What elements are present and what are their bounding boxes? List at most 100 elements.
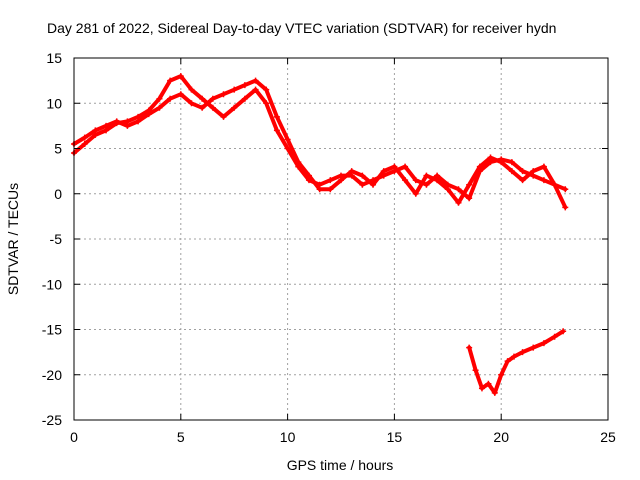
x-tick-label: 5 bbox=[177, 429, 185, 445]
grid bbox=[74, 58, 608, 420]
data-point bbox=[188, 86, 195, 93]
data-point bbox=[92, 127, 99, 134]
y-axis-label: SDTVAR / TECUs bbox=[5, 183, 21, 295]
data-point bbox=[220, 113, 227, 120]
data-point bbox=[504, 358, 511, 365]
data-point bbox=[466, 344, 473, 351]
x-tick-label: 10 bbox=[280, 429, 296, 445]
y-tick-label: -25 bbox=[42, 412, 62, 428]
data-point bbox=[444, 186, 451, 193]
data-point bbox=[412, 190, 419, 197]
data-point bbox=[391, 163, 398, 170]
data-point bbox=[466, 195, 473, 202]
data-point bbox=[273, 127, 280, 134]
data-point bbox=[284, 136, 291, 143]
data-point bbox=[177, 73, 184, 80]
data-point bbox=[551, 333, 558, 340]
data-point bbox=[540, 163, 547, 170]
data-point bbox=[252, 86, 259, 93]
y-tick-label: -5 bbox=[50, 231, 63, 247]
x-tick-labels: 0 5 10 15 20 25 bbox=[70, 429, 616, 445]
y-tick-labels: -25 -20 -15 -10 -5 0 5 10 15 bbox=[42, 50, 62, 428]
data-point bbox=[209, 104, 216, 111]
x-axis-label: GPS time / hours bbox=[287, 457, 394, 473]
data-point bbox=[135, 118, 142, 125]
data-point bbox=[188, 100, 195, 107]
data-point bbox=[478, 385, 485, 392]
data-point bbox=[295, 159, 302, 166]
data-point bbox=[423, 172, 430, 179]
data-point bbox=[252, 77, 259, 84]
y-tick-label: 5 bbox=[54, 141, 62, 157]
data-point bbox=[485, 380, 492, 387]
data-point bbox=[359, 172, 366, 179]
data-point bbox=[167, 77, 174, 84]
series-layer bbox=[71, 73, 569, 396]
data-point bbox=[423, 181, 430, 188]
data-point bbox=[487, 154, 494, 161]
data-point bbox=[199, 95, 206, 102]
data-point bbox=[81, 140, 88, 147]
data-point bbox=[402, 177, 409, 184]
data-point bbox=[156, 95, 163, 102]
data-point bbox=[241, 82, 248, 89]
data-point bbox=[284, 145, 291, 152]
data-point bbox=[540, 340, 547, 347]
data-point bbox=[231, 86, 238, 93]
data-point bbox=[560, 328, 567, 335]
x-tick-label: 20 bbox=[493, 429, 509, 445]
data-point bbox=[305, 172, 312, 179]
data-point bbox=[338, 177, 344, 184]
x-tick-label: 0 bbox=[70, 429, 78, 445]
data-point bbox=[498, 371, 505, 378]
series-line-3 bbox=[467, 329, 566, 395]
data-point bbox=[273, 113, 280, 120]
data-point bbox=[508, 159, 515, 166]
data-point bbox=[530, 344, 537, 351]
data-point bbox=[241, 95, 248, 102]
data-point bbox=[530, 168, 537, 175]
data-point bbox=[519, 349, 526, 356]
data-point bbox=[511, 353, 518, 360]
data-point bbox=[551, 181, 558, 188]
data-point bbox=[508, 168, 515, 175]
data-point bbox=[519, 177, 526, 184]
data-point bbox=[472, 367, 479, 374]
data-point bbox=[113, 118, 120, 125]
data-point bbox=[177, 91, 184, 98]
data-point bbox=[145, 111, 152, 118]
data-point bbox=[380, 168, 387, 175]
data-point bbox=[263, 100, 270, 107]
data-point bbox=[81, 134, 88, 141]
y-tick-label: 15 bbox=[46, 50, 62, 66]
data-point bbox=[103, 122, 110, 129]
series-line-1 bbox=[72, 74, 568, 201]
x-tick-label: 15 bbox=[387, 429, 403, 445]
data-point bbox=[562, 204, 569, 211]
data-point bbox=[491, 389, 498, 396]
y-tick-label: -20 bbox=[42, 367, 62, 383]
data-point bbox=[316, 186, 323, 193]
data-point bbox=[476, 163, 483, 170]
data-point bbox=[466, 181, 473, 188]
data-point bbox=[412, 177, 419, 184]
chart-title: Day 281 of 2022, Sidereal Day-to-day VTE… bbox=[47, 20, 556, 36]
data-point bbox=[402, 163, 409, 170]
data-point bbox=[370, 181, 377, 188]
data-point bbox=[562, 186, 569, 193]
data-point bbox=[209, 95, 216, 102]
data-point bbox=[199, 104, 206, 111]
y-tick-label: 10 bbox=[46, 95, 62, 111]
y-tick-label: -10 bbox=[42, 276, 62, 292]
data-point bbox=[519, 168, 526, 175]
y-tick-label: 0 bbox=[54, 186, 62, 202]
ticks bbox=[73, 57, 609, 421]
data-point bbox=[263, 86, 270, 93]
data-point bbox=[455, 186, 462, 193]
data-point bbox=[327, 177, 334, 184]
data-point bbox=[231, 104, 238, 111]
data-point bbox=[167, 95, 174, 102]
data-point bbox=[540, 177, 547, 184]
data-point bbox=[124, 122, 131, 129]
